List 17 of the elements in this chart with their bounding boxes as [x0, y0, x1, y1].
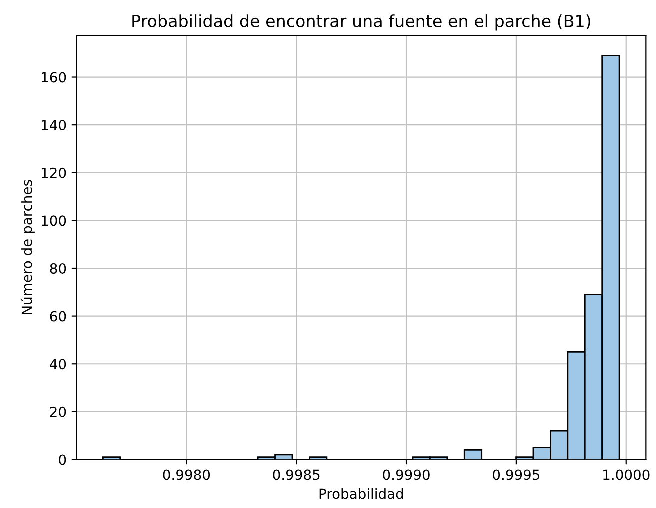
y-tick-label: 120 — [42, 168, 66, 178]
x-tick-label: 1.0000 — [604, 470, 650, 480]
x-tick-label: 0.9985 — [273, 470, 320, 480]
y-tick-label: 40 — [50, 359, 66, 370]
x-tick-label: 0.9980 — [163, 470, 210, 480]
y-tick-label: 100 — [42, 216, 66, 226]
y-tick-label: 80 — [50, 263, 66, 274]
x-tick-label: 0.9995 — [493, 470, 540, 480]
y-tick-label: 140 — [42, 120, 66, 131]
y-tick-label: 0 — [59, 454, 66, 466]
y-tick-label: 20 — [50, 406, 66, 418]
y-tick-label: 60 — [50, 311, 66, 322]
chart-title: Probabilidad de encontrar una fuente en el parche (B1) — [132, 14, 590, 31]
x-axis-title: Probabilidad — [320, 488, 404, 500]
x-tick-label: 0.9990 — [383, 470, 430, 480]
y-axis-title: Número de parches — [20, 180, 35, 314]
y-tick-label: 160 — [42, 72, 66, 83]
